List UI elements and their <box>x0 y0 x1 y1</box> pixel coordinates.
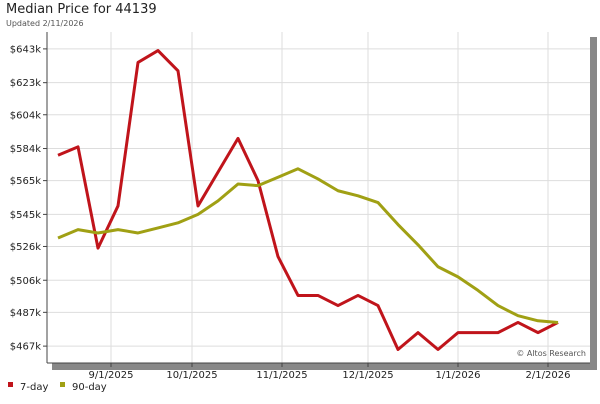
chart-title: Median Price for 44139 <box>6 2 157 17</box>
legend-label: 90-day <box>72 382 107 393</box>
y-tick-label: $623k <box>10 78 41 89</box>
y-tick-label: $584k <box>10 144 41 155</box>
legend-label: 7-day <box>20 382 48 393</box>
watermark: © Altos Research <box>516 349 586 358</box>
y-tick-label: $643k <box>10 44 41 55</box>
line-series <box>57 167 559 324</box>
x-tick-label: 12/1/2025 <box>342 370 393 381</box>
y-tick-label: $565k <box>10 176 41 187</box>
y-tick-label: $467k <box>10 342 41 353</box>
chart-subtitle: Updated 2/11/2026 <box>6 19 84 28</box>
x-tick-label: 1/1/2026 <box>436 370 481 381</box>
y-tick-label: $526k <box>10 242 41 253</box>
plot-area <box>47 32 590 363</box>
legend-swatch <box>8 382 13 387</box>
line-series <box>57 49 559 351</box>
legend-swatch <box>60 382 65 387</box>
x-tick-label: 10/1/2025 <box>166 370 217 381</box>
y-tick-label: $487k <box>10 308 41 319</box>
y-tick-label: $506k <box>10 276 41 287</box>
y-tick-label: $545k <box>10 210 41 221</box>
y-tick-label: $604k <box>10 110 41 121</box>
x-tick-label: 2/1/2026 <box>526 370 571 381</box>
x-tick-label: 9/1/2025 <box>89 370 134 381</box>
x-tick-label: 11/1/2025 <box>256 370 307 381</box>
